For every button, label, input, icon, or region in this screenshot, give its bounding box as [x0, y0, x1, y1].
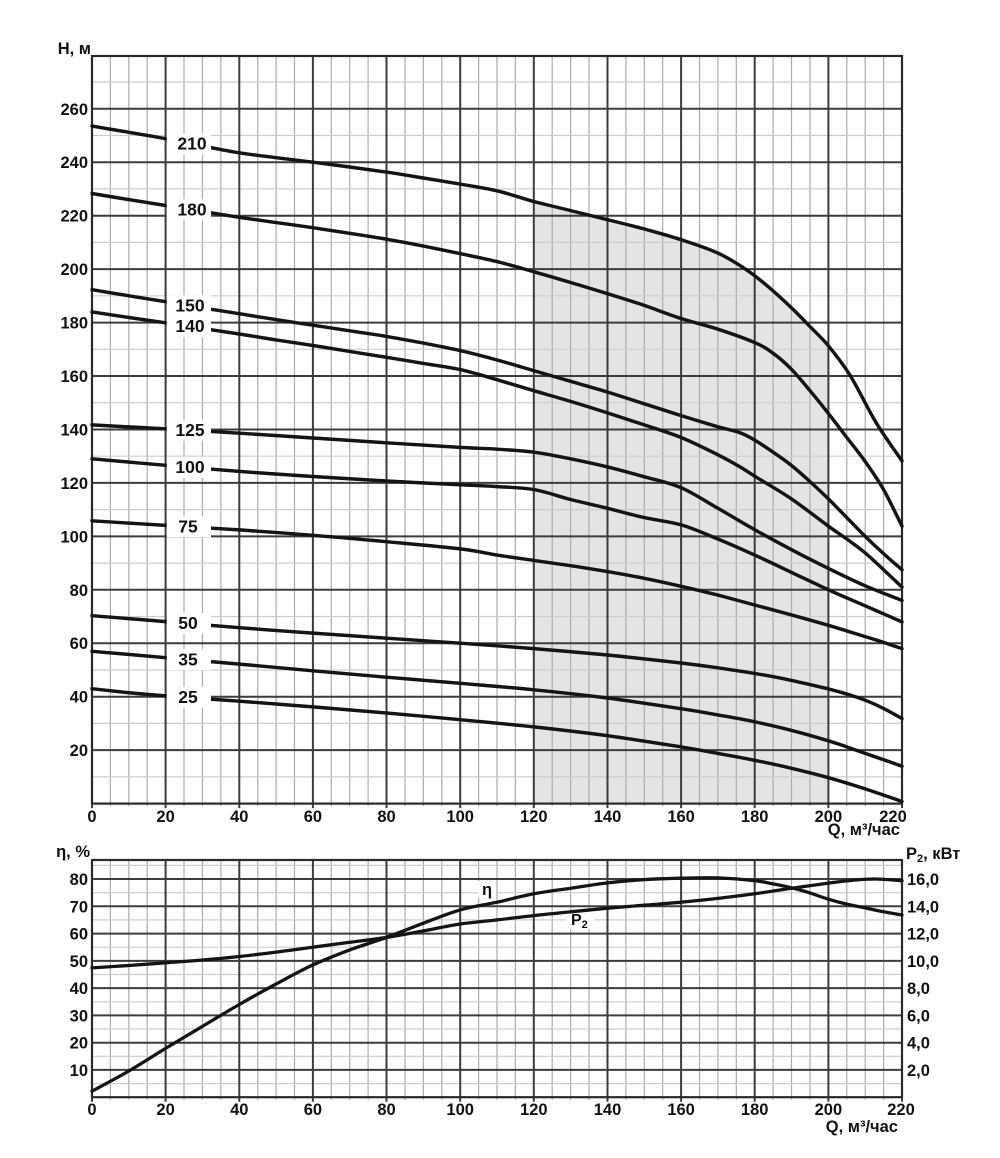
svg-text:20: 20	[70, 742, 88, 760]
svg-text:125: 125	[175, 420, 204, 440]
svg-text:25: 25	[178, 687, 198, 707]
svg-text:12,0: 12,0	[907, 926, 939, 944]
svg-text:120: 120	[520, 808, 548, 826]
svg-text:60: 60	[70, 635, 88, 653]
svg-text:20: 20	[156, 808, 174, 826]
svg-text:120: 120	[60, 475, 88, 493]
svg-text:80: 80	[70, 871, 88, 889]
svg-text:40: 40	[70, 980, 88, 998]
svg-text:100: 100	[446, 1101, 474, 1119]
svg-text:220: 220	[887, 1101, 915, 1119]
svg-text:150: 150	[175, 296, 204, 316]
svg-text:η, %: η, %	[56, 843, 90, 861]
svg-text:160: 160	[60, 368, 88, 386]
svg-text:0: 0	[87, 808, 96, 826]
svg-text:50: 50	[70, 953, 88, 971]
svg-text:220: 220	[60, 208, 88, 226]
svg-text:180: 180	[177, 199, 206, 219]
svg-text:160: 160	[667, 808, 695, 826]
svg-text:140: 140	[175, 316, 204, 336]
svg-text:8,0: 8,0	[907, 980, 930, 998]
svg-text:Н, м: Н, м	[58, 40, 91, 58]
svg-text:16,0: 16,0	[907, 871, 939, 889]
svg-text:240: 240	[60, 154, 88, 172]
svg-text:140: 140	[594, 1101, 622, 1119]
svg-text:120: 120	[520, 1101, 548, 1119]
svg-text:100: 100	[60, 528, 88, 546]
svg-text:60: 60	[304, 1101, 322, 1119]
svg-text:40: 40	[230, 1101, 248, 1119]
svg-text:160: 160	[667, 1101, 695, 1119]
svg-text:20: 20	[156, 1101, 174, 1119]
svg-text:0: 0	[87, 1101, 96, 1119]
svg-text:Q, м³/час: Q, м³/час	[826, 1118, 898, 1136]
svg-text:80: 80	[377, 1101, 395, 1119]
svg-text:140: 140	[594, 808, 622, 826]
svg-text:60: 60	[304, 808, 322, 826]
svg-text:140: 140	[60, 422, 88, 440]
svg-text:50: 50	[178, 613, 198, 633]
svg-text:10,0: 10,0	[907, 953, 939, 971]
svg-text:14,0: 14,0	[907, 898, 939, 916]
svg-text:20: 20	[70, 1035, 88, 1053]
svg-text:180: 180	[60, 315, 88, 333]
svg-text:30: 30	[70, 1007, 88, 1025]
svg-text:40: 40	[230, 808, 248, 826]
svg-text:200: 200	[60, 261, 88, 279]
svg-text:180: 180	[741, 1101, 769, 1119]
svg-text:200: 200	[815, 1101, 843, 1119]
svg-text:2,0: 2,0	[907, 1062, 930, 1080]
svg-text:100: 100	[446, 808, 474, 826]
svg-text:Q, м³/час: Q, м³/час	[828, 821, 900, 839]
svg-text:260: 260	[60, 101, 88, 119]
svg-text:80: 80	[377, 808, 395, 826]
svg-text:35: 35	[178, 649, 198, 669]
svg-text:P2, кВт: P2, кВт	[906, 845, 960, 865]
svg-text:180: 180	[741, 808, 769, 826]
svg-text:220: 220	[879, 808, 907, 826]
svg-text:4,0: 4,0	[907, 1035, 930, 1053]
svg-text:80: 80	[70, 582, 88, 600]
svg-text:60: 60	[70, 926, 88, 944]
svg-text:75: 75	[178, 517, 198, 537]
svg-text:η: η	[482, 881, 492, 899]
svg-text:10: 10	[70, 1062, 88, 1080]
svg-text:200: 200	[815, 808, 843, 826]
svg-text:6,0: 6,0	[907, 1007, 930, 1025]
svg-text:210: 210	[177, 134, 206, 154]
svg-text:40: 40	[70, 689, 88, 707]
svg-text:100: 100	[175, 457, 204, 477]
svg-text:70: 70	[70, 898, 88, 916]
